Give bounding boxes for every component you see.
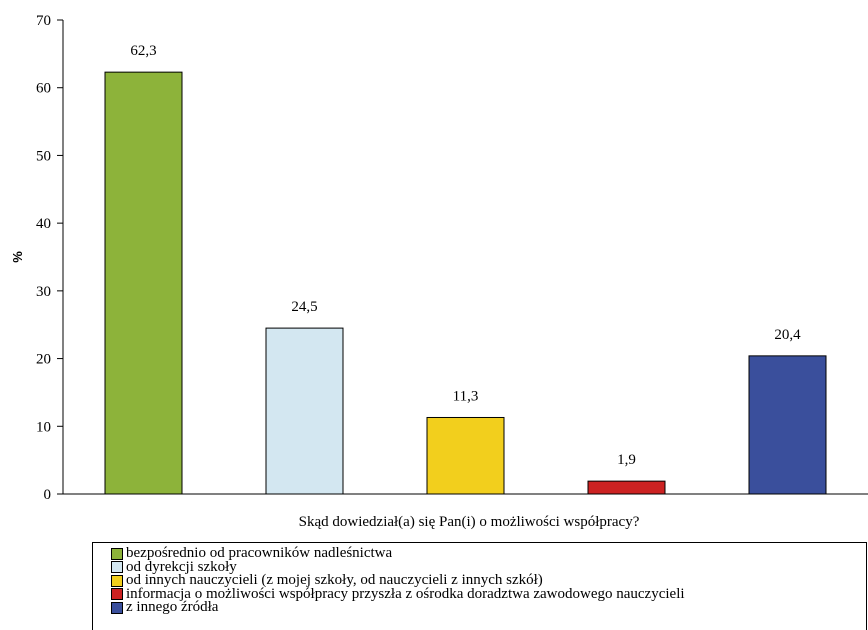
legend-label-1: bezpośrednio od pracowników nadleśnictwa [126, 545, 393, 561]
x-axis-label: Skąd dowiedział(a) się Pan(i) o możliwoś… [299, 514, 640, 530]
bar-value-label-1: 62,3 [130, 43, 156, 59]
bar-5 [748, 355, 827, 495]
bar-value-label-4: 1,9 [617, 452, 636, 468]
bar-value-label-3: 11,3 [453, 388, 479, 404]
legend-swatch-1 [111, 547, 123, 560]
y-tick-label: 20 [36, 352, 51, 368]
legend-item-3: od innych nauczycieli (z mojej szkoły, o… [111, 572, 685, 588]
bar-3 [426, 416, 505, 495]
y-tick-label: 60 [36, 81, 51, 97]
legend-swatch-2 [111, 561, 123, 574]
legend-label-2: od dyrekcji szkoły [126, 558, 237, 575]
y-axis-ticks: 0 10 20 30 40 50 60 70 [36, 13, 63, 503]
bar-value-label-5: 20,4 [774, 327, 801, 343]
legend-item-2: od dyrekcji szkoły [111, 558, 685, 575]
y-axis-label: % [10, 251, 25, 263]
y-tick-label: 50 [36, 148, 51, 164]
bar-value-label-2: 24,5 [291, 299, 317, 315]
legend-item-1: bezpośrednio od pracowników nadleśnictwa [111, 545, 685, 561]
y-tick-label: 30 [36, 284, 51, 300]
legend-label-4: informacja o możliwości współpracy przys… [126, 585, 685, 602]
legend-item-4: informacja o możliwości współpracy przys… [111, 585, 685, 602]
bar-1 [104, 71, 183, 495]
y-tick-label: 10 [36, 419, 51, 435]
legend-swatch-3 [111, 574, 123, 587]
legend-item-5: z innego źródła [111, 599, 685, 615]
legend-label-5: z innego źródła [126, 599, 219, 615]
y-tick-label: 0 [44, 487, 52, 503]
y-tick-label: 70 [36, 13, 51, 29]
legend-list: bezpośrednio od pracowników nadleśnictwa… [111, 545, 685, 615]
legend-swatch-5 [111, 601, 123, 614]
data-labels: 62,3 24,5 11,3 1,9 20,4 [130, 43, 801, 468]
legend: bezpośrednio od pracowników nadleśnictwa… [92, 542, 867, 630]
legend-label-3: od innych nauczycieli (z mojej szkoły, o… [126, 572, 543, 588]
legend-swatch-4 [111, 588, 123, 601]
bars [104, 71, 827, 495]
y-tick-label: 40 [36, 216, 51, 232]
bar-2 [265, 327, 344, 495]
bar-4 [587, 480, 666, 495]
